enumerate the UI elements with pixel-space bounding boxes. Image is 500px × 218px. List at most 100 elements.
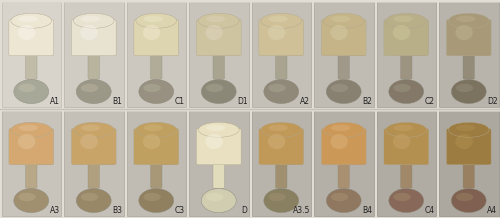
Ellipse shape <box>81 84 98 92</box>
Ellipse shape <box>264 80 298 104</box>
Ellipse shape <box>74 122 114 137</box>
Ellipse shape <box>394 16 413 22</box>
FancyBboxPatch shape <box>93 129 116 165</box>
FancyBboxPatch shape <box>384 128 428 165</box>
FancyBboxPatch shape <box>30 129 53 165</box>
Ellipse shape <box>456 125 475 131</box>
Ellipse shape <box>456 16 475 22</box>
Text: B3: B3 <box>112 206 122 215</box>
FancyBboxPatch shape <box>134 19 178 56</box>
Ellipse shape <box>331 16 350 22</box>
Ellipse shape <box>76 189 111 213</box>
Ellipse shape <box>452 189 486 213</box>
Ellipse shape <box>18 193 36 201</box>
Ellipse shape <box>389 189 424 213</box>
FancyBboxPatch shape <box>322 19 366 56</box>
Ellipse shape <box>206 25 223 40</box>
Ellipse shape <box>261 13 302 28</box>
Ellipse shape <box>393 25 410 40</box>
FancyBboxPatch shape <box>468 129 490 165</box>
Ellipse shape <box>144 193 161 201</box>
Ellipse shape <box>18 16 38 22</box>
FancyBboxPatch shape <box>93 20 116 56</box>
FancyBboxPatch shape <box>406 20 428 56</box>
FancyBboxPatch shape <box>400 52 412 79</box>
FancyBboxPatch shape <box>376 111 436 216</box>
Text: B1: B1 <box>112 97 122 106</box>
Ellipse shape <box>144 84 161 92</box>
FancyBboxPatch shape <box>156 20 178 56</box>
FancyBboxPatch shape <box>26 52 37 79</box>
FancyBboxPatch shape <box>126 111 186 216</box>
Ellipse shape <box>81 193 98 201</box>
FancyBboxPatch shape <box>9 19 54 56</box>
Ellipse shape <box>268 125 288 131</box>
Ellipse shape <box>139 80 173 104</box>
Ellipse shape <box>144 125 163 131</box>
Text: B2: B2 <box>362 97 372 106</box>
Ellipse shape <box>456 84 473 92</box>
Ellipse shape <box>456 134 473 149</box>
Text: C3: C3 <box>175 206 185 215</box>
FancyBboxPatch shape <box>280 20 303 56</box>
FancyBboxPatch shape <box>189 111 248 216</box>
Text: D1: D1 <box>237 97 248 106</box>
Ellipse shape <box>11 122 51 137</box>
Ellipse shape <box>393 134 410 149</box>
Ellipse shape <box>331 193 348 201</box>
Ellipse shape <box>144 16 163 22</box>
FancyBboxPatch shape <box>2 2 61 107</box>
FancyBboxPatch shape <box>218 129 240 165</box>
Text: A4: A4 <box>488 206 498 215</box>
Ellipse shape <box>324 122 364 137</box>
Ellipse shape <box>198 122 239 137</box>
Ellipse shape <box>326 80 361 104</box>
FancyBboxPatch shape <box>213 161 224 188</box>
FancyBboxPatch shape <box>343 129 365 165</box>
Text: C1: C1 <box>175 97 185 106</box>
Text: C4: C4 <box>425 206 435 215</box>
FancyBboxPatch shape <box>276 52 287 79</box>
FancyBboxPatch shape <box>343 20 365 56</box>
Ellipse shape <box>143 25 160 40</box>
Text: D: D <box>242 206 248 215</box>
FancyBboxPatch shape <box>30 20 53 56</box>
Ellipse shape <box>268 84 286 92</box>
FancyBboxPatch shape <box>314 111 374 216</box>
Ellipse shape <box>206 84 224 92</box>
Ellipse shape <box>452 80 486 104</box>
FancyBboxPatch shape <box>400 161 412 188</box>
FancyBboxPatch shape <box>150 161 162 188</box>
FancyBboxPatch shape <box>126 2 186 107</box>
FancyBboxPatch shape <box>338 161 349 188</box>
FancyBboxPatch shape <box>218 20 240 56</box>
Ellipse shape <box>206 193 224 201</box>
FancyBboxPatch shape <box>252 111 311 216</box>
Ellipse shape <box>326 189 361 213</box>
Ellipse shape <box>206 134 223 149</box>
Ellipse shape <box>14 80 48 104</box>
Ellipse shape <box>268 134 285 149</box>
FancyBboxPatch shape <box>259 19 304 56</box>
Ellipse shape <box>448 13 489 28</box>
Ellipse shape <box>448 122 489 137</box>
Ellipse shape <box>80 134 98 149</box>
Ellipse shape <box>264 189 298 213</box>
Text: C2: C2 <box>425 97 435 106</box>
FancyBboxPatch shape <box>463 161 474 188</box>
Ellipse shape <box>268 16 288 22</box>
Ellipse shape <box>206 125 226 131</box>
Ellipse shape <box>81 16 100 22</box>
Ellipse shape <box>18 134 36 149</box>
FancyBboxPatch shape <box>446 128 491 165</box>
FancyBboxPatch shape <box>2 111 61 216</box>
FancyBboxPatch shape <box>26 161 37 188</box>
Ellipse shape <box>74 13 114 28</box>
FancyBboxPatch shape <box>439 111 498 216</box>
Ellipse shape <box>76 80 111 104</box>
FancyBboxPatch shape <box>376 2 436 107</box>
FancyBboxPatch shape <box>259 128 304 165</box>
FancyBboxPatch shape <box>72 128 116 165</box>
Text: A2: A2 <box>300 97 310 106</box>
Ellipse shape <box>330 134 348 149</box>
